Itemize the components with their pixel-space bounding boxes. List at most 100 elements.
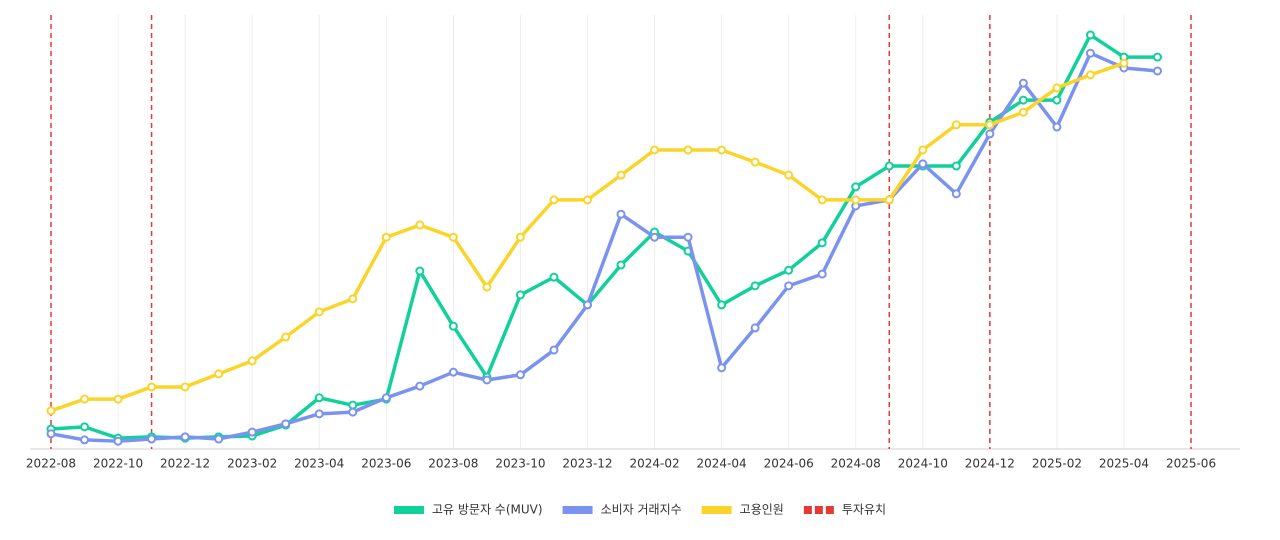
- data-point: [1152, 66, 1162, 76]
- data-point: [46, 406, 56, 416]
- legend-swatch: [814, 506, 823, 514]
- data-point: [750, 157, 760, 167]
- data-point: [448, 321, 458, 331]
- data-point: [951, 120, 961, 130]
- data-point: [314, 307, 324, 317]
- data-point: [80, 422, 90, 432]
- data-point: [817, 269, 827, 279]
- data-point: [884, 195, 894, 205]
- x-tick-label: 2025-04: [1099, 457, 1149, 471]
- data-point: [147, 434, 157, 444]
- data-point: [750, 323, 760, 333]
- data-point: [515, 232, 525, 242]
- legend-swatch: [803, 506, 812, 514]
- data-point: [482, 375, 492, 385]
- data-point: [147, 382, 157, 392]
- data-point: [851, 182, 861, 192]
- data-point: [515, 290, 525, 300]
- data-point: [448, 232, 458, 242]
- data-point: [214, 369, 224, 379]
- data-point: [717, 363, 727, 373]
- data-point: [348, 294, 358, 304]
- data-point: [1052, 122, 1062, 132]
- x-tick-label: 2024-06: [764, 457, 814, 471]
- data-point: [180, 432, 190, 442]
- data-point: [616, 170, 626, 180]
- x-tick-label: 2023-08: [428, 457, 478, 471]
- data-point: [985, 129, 995, 139]
- data-point: [784, 265, 794, 275]
- x-tick-label: 2022-12: [160, 457, 210, 471]
- data-point: [650, 232, 660, 242]
- x-tick-label: 2024-08: [831, 457, 881, 471]
- legend: 고유 방문자 수(MUV) 소비자 거래지수 고용인원 투자유치: [393, 503, 886, 517]
- series-line: [50, 51, 1158, 443]
- x-tick-label: 2024-02: [629, 457, 679, 471]
- legend-swatch: [562, 506, 593, 514]
- x-tick-label: 2023-06: [361, 457, 411, 471]
- data-point: [381, 393, 391, 403]
- x-tick-label: 2024-10: [898, 457, 948, 471]
- data-point: [884, 161, 894, 171]
- data-point: [616, 260, 626, 270]
- data-point: [717, 300, 727, 310]
- data-point: [80, 435, 90, 445]
- data-point: [281, 419, 291, 429]
- data-point: [1018, 107, 1028, 117]
- legend-swatch: [825, 506, 834, 514]
- data-point: [817, 195, 827, 205]
- data-point: [784, 281, 794, 291]
- data-point: [80, 394, 90, 404]
- data-point: [314, 409, 324, 419]
- data-point: [113, 394, 123, 404]
- data-point: [415, 266, 425, 276]
- x-tick-label: 2023-02: [227, 457, 277, 471]
- data-point: [247, 356, 257, 366]
- data-point: [549, 195, 559, 205]
- data-point: [281, 332, 291, 342]
- data-point: [985, 120, 995, 130]
- legend-swatch: [701, 506, 732, 514]
- data-point: [918, 159, 928, 169]
- data-point: [1018, 78, 1028, 88]
- x-tick-label: 2023-12: [562, 457, 612, 471]
- legend-label: 소비자 거래지수: [601, 503, 682, 517]
- data-point: [918, 145, 928, 155]
- data-point: [1052, 95, 1062, 105]
- data-point: [314, 393, 324, 403]
- data-point: [650, 145, 660, 155]
- x-tick-label: 2022-10: [93, 457, 143, 471]
- data-point: [582, 300, 592, 310]
- data-point: [1152, 52, 1162, 62]
- data-point: [381, 232, 391, 242]
- data-point: [247, 427, 257, 437]
- data-point: [1085, 30, 1095, 40]
- data-point: [448, 367, 458, 377]
- legend-label: 고용인원: [740, 503, 784, 517]
- data-point: [1052, 83, 1062, 93]
- data-point: [1119, 58, 1129, 68]
- data-point: [784, 170, 794, 180]
- data-point: [46, 429, 56, 439]
- data-point: [415, 220, 425, 230]
- data-point: [851, 195, 861, 205]
- legend-swatch: [393, 506, 424, 514]
- x-tick-label: 2023-10: [495, 457, 545, 471]
- x-tick-label: 2025-02: [1032, 457, 1082, 471]
- data-point: [415, 381, 425, 391]
- data-point: [951, 189, 961, 199]
- x-tick-label: 2024-04: [697, 457, 747, 471]
- data-point: [549, 345, 559, 355]
- legend-label: 투자유치: [842, 503, 886, 517]
- data-point: [817, 238, 827, 248]
- data-point: [951, 161, 961, 171]
- data-point: [549, 272, 559, 282]
- x-tick-label: 2023-04: [294, 457, 344, 471]
- data-point: [717, 145, 727, 155]
- data-point: [683, 232, 693, 242]
- data-point: [683, 145, 693, 155]
- data-point: [1085, 70, 1095, 80]
- data-point: [750, 281, 760, 291]
- x-tick-label: 2022-08: [26, 457, 76, 471]
